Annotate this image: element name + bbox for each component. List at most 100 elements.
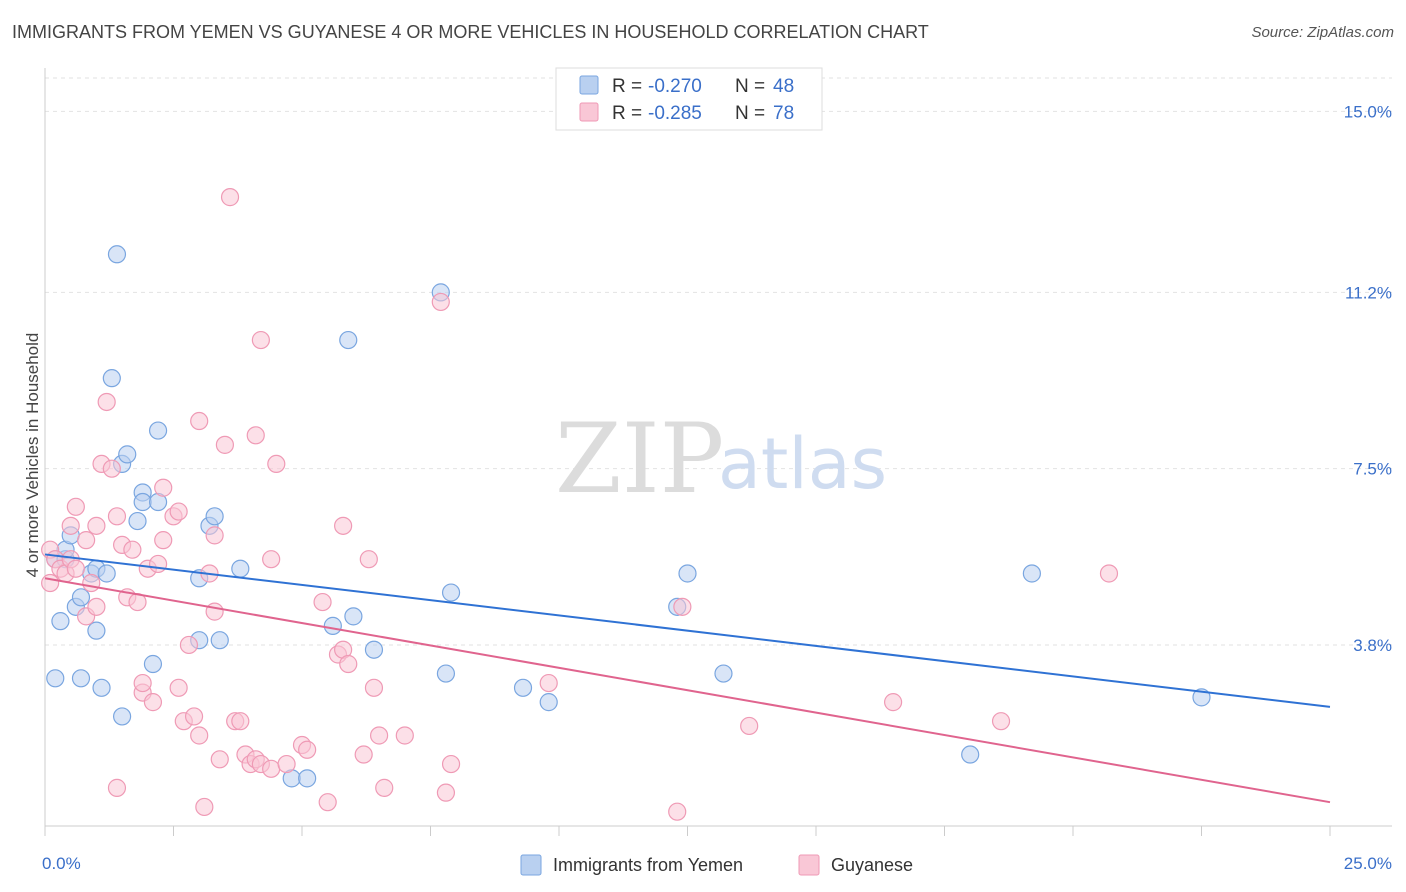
point-yemen-33 [323,616,342,635]
point-guyanese-29 [154,478,173,497]
point-guyanese-35 [184,707,204,726]
legend-n-value-yemen: 48 [773,76,794,97]
y-tick-label-1: 7.5% [1353,460,1392,479]
point-guyanese-64 [339,654,358,674]
series-guyanese-points [41,188,1119,821]
point-yemen-43 [678,564,697,583]
watermark-atlas: atlas [718,423,887,505]
point-yemen-18 [118,445,137,464]
axes [44,68,1392,836]
legend-swatch-guyanese [579,102,599,122]
point-guyanese-58 [298,740,317,759]
y-tick-label-0: 3.8% [1353,636,1392,655]
bottom-legend-swatch-guyanese [798,854,820,876]
point-guyanese-80 [1099,564,1119,583]
source-label: Source: ZipAtlas.com [1251,24,1394,41]
point-guyanese-8 [66,497,85,516]
point-yemen-44 [714,664,733,683]
point-yemen-34 [339,330,358,350]
point-yemen-35 [344,607,363,626]
point-yemen-46 [1022,564,1041,583]
point-yemen-41 [539,693,558,712]
point-guyanese-68 [370,726,389,745]
chart-title: IMMIGRANTS FROM YEMEN VS GUYANESE 4 OR M… [12,22,929,42]
point-guyanese-73 [431,292,450,312]
bottom-legend-swatch-yemen [520,854,542,876]
point-yemen-28 [205,507,224,526]
bottom-legend-label-guyanese: Guyanese [831,855,913,875]
trend-line-yemen [44,553,1331,708]
point-guyanese-32 [169,678,188,697]
legend-r-label-guyanese: R = [612,103,642,124]
point-guyanese-18 [107,778,127,797]
trend-lines [44,553,1331,804]
legend-n-label-yemen: N = [735,76,765,97]
legend-n-label-guyanese: N = [735,103,765,124]
point-yemen-17 [112,707,132,726]
point-guyanese-24 [133,673,152,693]
point-yemen-0 [46,669,65,688]
point-yemen-8 [71,669,91,688]
point-guyanese-65 [354,745,373,764]
grid-lines [45,77,1392,646]
point-guyanese-7 [66,559,85,578]
legend: R = -0.270 N = 48 R = -0.285 N = 78 [555,67,823,131]
point-guyanese-17 [107,507,127,526]
y-tick-label-2: 11.2% [1345,283,1392,302]
point-guyanese-31 [169,502,188,521]
point-guyanese-55 [267,454,286,474]
point-guyanese-40 [205,526,224,545]
point-guyanese-69 [375,778,394,797]
legend-r-value-guyanese: -0.285 [648,103,702,124]
legend-r-label-yemen: R = [612,76,642,97]
legend-n-value-guyanese: 78 [773,103,794,124]
point-guyanese-79 [991,712,1011,731]
point-guyanese-70 [395,726,414,745]
point-yemen-19 [128,511,147,531]
point-guyanese-16 [102,459,121,478]
point-yemen-32 [298,769,317,788]
point-guyanese-72 [441,754,461,774]
y-axis-label: 4 or more Vehicles in Household [23,333,42,578]
point-guyanese-42 [210,750,229,769]
x-tick-labels: 0.0% 25.0% [42,854,1392,873]
point-guyanese-46 [231,712,250,731]
point-guyanese-43 [215,435,234,454]
bottom-legend: Immigrants from Yemen Guyanese [520,854,913,876]
point-yemen-13 [97,564,116,583]
point-guyanese-51 [251,330,270,350]
point-guyanese-66 [359,550,378,569]
point-guyanese-21 [123,540,142,559]
x-tick-label-0: 0.0% [42,854,81,873]
point-guyanese-76 [668,802,687,821]
point-guyanese-13 [87,597,106,616]
point-yemen-29 [210,631,229,650]
point-yemen-39 [441,583,461,602]
point-guyanese-60 [318,793,337,812]
point-guyanese-27 [148,554,168,574]
point-guyanese-75 [673,597,692,616]
point-guyanese-12 [87,516,106,535]
watermark-zip: ZIP [555,403,724,515]
point-guyanese-59 [313,592,332,612]
legend-r-value-yemen: -0.270 [648,76,702,97]
point-yemen-15 [107,245,127,264]
point-guyanese-78 [883,693,903,712]
point-guyanese-6 [61,516,80,535]
x-tick-label-1: 25.0% [1344,854,1392,873]
point-guyanese-41 [205,602,224,621]
legend-box [555,67,823,131]
y-tick-labels: 3.8% 7.5% 11.2% 15.0% [1344,102,1392,655]
point-guyanese-15 [97,392,116,412]
point-guyanese-67 [364,678,384,697]
y-tick-label-3: 15.0% [1344,102,1392,121]
point-yemen-30 [231,559,250,578]
watermark: ZIP atlas [555,403,887,515]
point-yemen-22 [143,654,163,674]
point-guyanese-56 [277,754,296,774]
point-guyanese-34 [179,635,199,655]
point-guyanese-0 [41,573,60,593]
point-guyanese-53 [262,550,281,569]
point-yemen-12 [92,678,111,697]
